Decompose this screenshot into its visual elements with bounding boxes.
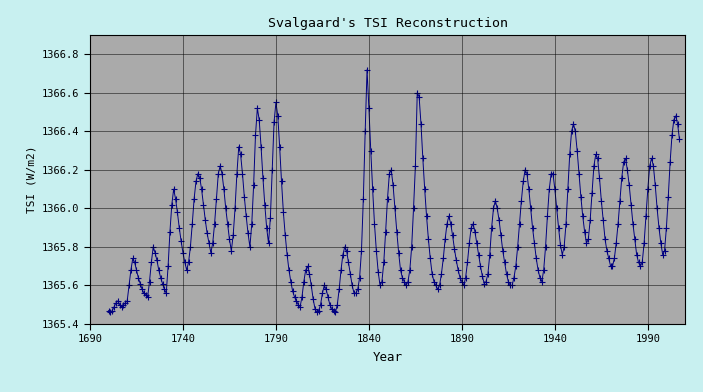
Title: Svalgaard's TSI Reconstruction: Svalgaard's TSI Reconstruction: [268, 17, 508, 30]
Y-axis label: TSI (W/m2): TSI (W/m2): [27, 146, 37, 213]
X-axis label: Year: Year: [373, 351, 403, 364]
